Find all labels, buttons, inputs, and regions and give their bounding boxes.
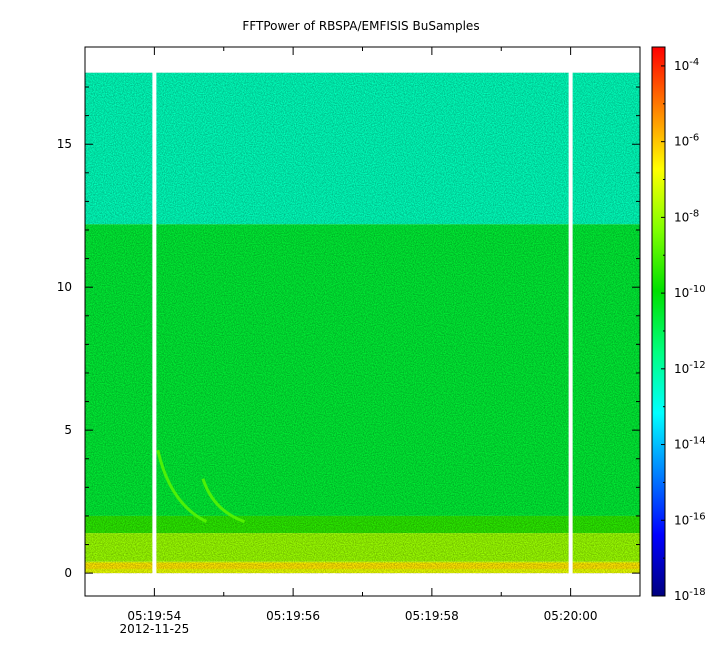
- colorbar-ticks: 10-4 10-6 10-8 10-10 10-12 10-14 10-16 10-18: [661, 57, 706, 603]
- x-date-label: 2012-11-25: [120, 622, 190, 636]
- colorbar-tick-label: 10-14: [674, 436, 706, 452]
- colorbar-tick-label: 10-18: [674, 587, 706, 603]
- y-tick-label: 15: [57, 137, 72, 151]
- y-tick-label: 5: [64, 423, 72, 437]
- chart-title: FFTPower of RBSPA/EMFISIS BuSamples: [242, 19, 479, 33]
- x-tick-label: 05:20:00: [544, 609, 598, 623]
- data-gap: [568, 48, 573, 595]
- colorbar-gradient: [651, 46, 666, 597]
- plot-area: [84, 46, 641, 597]
- data-gaps: [152, 48, 573, 595]
- colorbar: 10-4 10-6 10-8 10-10 10-12 10-14 10-16 10-18: [651, 46, 706, 603]
- x-tick-label: 05:19:58: [405, 609, 459, 623]
- y-tick-label: 0: [64, 566, 72, 580]
- colorbar-tick-label: 10-6: [674, 133, 699, 149]
- y-tick-label: 10: [57, 280, 72, 294]
- x-tick-label: 05:19:56: [266, 609, 320, 623]
- y-axis: 0 5 10 15: [57, 86, 640, 580]
- colorbar-tick-label: 10-12: [674, 360, 706, 376]
- colorbar-tick-label: 10-8: [674, 208, 699, 224]
- data-gap: [152, 48, 157, 595]
- x-tick-label: 05:19:54: [127, 609, 181, 623]
- colorbar-tick-label: 10-10: [674, 284, 706, 300]
- x-axis: 05:19:54 05:19:56 05:19:58 05:20:00 2012-11-…: [120, 47, 598, 636]
- colorbar-tick-label: 10-4: [674, 57, 699, 73]
- chorus-elements: [156, 449, 246, 524]
- noise-texture: [85, 72, 640, 574]
- chorus-element-2: [201, 478, 246, 524]
- colorbar-tick-label: 10-16: [674, 511, 706, 527]
- chorus-element-1: [156, 449, 208, 524]
